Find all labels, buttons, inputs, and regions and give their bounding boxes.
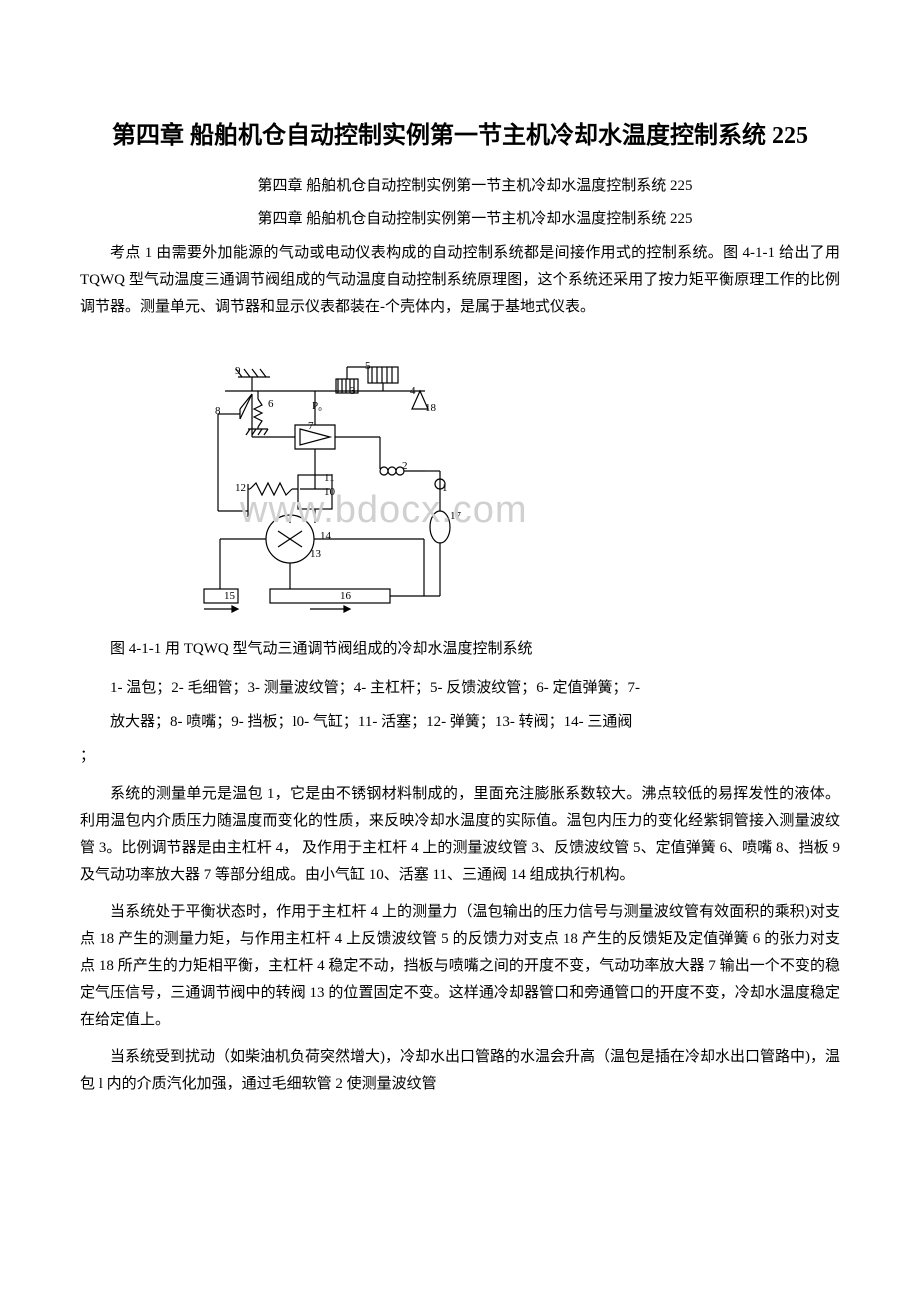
diagram-label-P0: P₀ <box>312 400 322 412</box>
diagram-label-5: 5 <box>365 360 371 372</box>
paragraph-1: 考点 1 由需要外加能源的气动或电动仪表构成的自动控制系统都是间接作用式的控制系… <box>80 240 840 321</box>
diagram-label-15: 15 <box>224 590 236 602</box>
diagram-label-10: 10 <box>324 486 336 498</box>
paragraph-4: 当系统受到扰动（如柴油机负荷突然增大)，冷却水出口管路的水温会升高（温包是插在冷… <box>80 1044 840 1098</box>
diagram-label-12: 12 <box>235 482 246 494</box>
paragraph-2: 系统的测量单元是温包 1，它是由不锈钢材料制成的，里面充注膨胀系数较大。沸点较低… <box>80 781 840 889</box>
diagram-label-14: 14 <box>320 530 332 542</box>
diagram-label-4: 4 <box>410 385 416 397</box>
page-title: 第四章 船舶机仓自动控制实例第一节主机冷却水温度控制系统 225 <box>80 120 840 154</box>
diagram-label-2: 2 <box>402 460 408 472</box>
diagram-label-13: 13 <box>310 548 322 560</box>
legend-line-1: 1- 温包；2- 毛细管；3- 测量波纹管；4- 主杠杆；5- 反馈波纹管；6-… <box>110 673 840 703</box>
figure-caption: 图 4-1-1 用 TQWQ 型气动三通调节阀组成的冷却水温度控制系统 <box>110 636 840 663</box>
legend-line-2: 放大器；8- 喷嘴；9- 挡板；l0- 气缸；11- 活塞；12- 弹簧；13-… <box>110 707 840 737</box>
diagram-label-1: 1 <box>442 482 448 494</box>
diagram-label-7: 7 <box>308 420 314 432</box>
diagram-label-18: 18 <box>425 402 437 414</box>
diagram-label-9: 9 <box>235 365 241 377</box>
diagram-label-8: 8 <box>215 405 221 417</box>
paragraph-3: 当系统处于平衡状态时，作用于主杠杆 4 上的测量力（温包输出的压力信号与测量波纹… <box>80 899 840 1034</box>
diagram-label-17: 17 <box>450 510 462 522</box>
diagram-label-3: 3 <box>350 385 356 397</box>
diagram-label-11: 11 <box>324 472 335 484</box>
subtitle-line-1: 第四章 船舶机仓自动控制实例第一节主机冷却水温度控制系统 225 <box>80 174 840 195</box>
figure-4-1-1: www.bdocx.com <box>140 339 500 624</box>
diagram-label-6: 6 <box>268 398 274 410</box>
legend-line-3: ； <box>80 741 840 771</box>
subtitle-line-2: 第四章 船舶机仓自动控制实例第一节主机冷却水温度控制系统 225 <box>80 207 840 228</box>
diagram-label-16: 16 <box>340 590 352 602</box>
schematic-diagram: 123456789101112131415161718P₀ <box>140 339 500 619</box>
